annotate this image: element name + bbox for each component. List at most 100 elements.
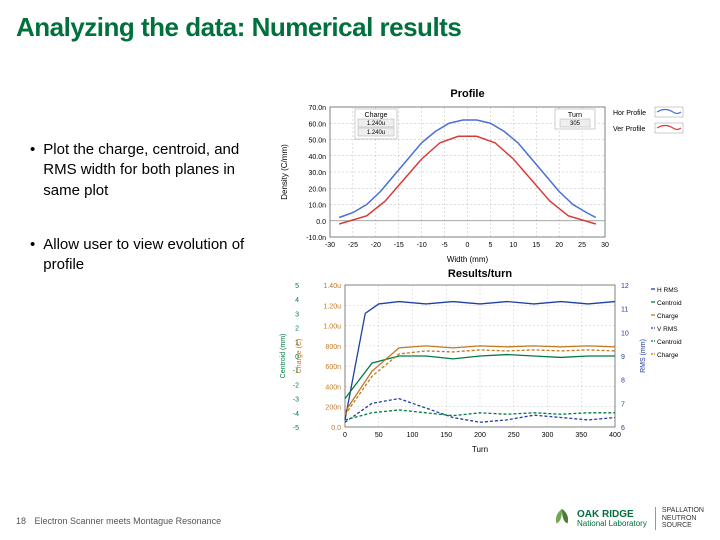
chart-container: Profile-30-25-20-15-10-5051015202530-10.… — [275, 85, 695, 465]
svg-text:0: 0 — [343, 432, 347, 439]
svg-text:10.0n: 10.0n — [308, 203, 326, 210]
svg-text:1.240u: 1.240u — [367, 121, 385, 127]
bullet-text: Plot the charge, centroid, and RMS width… — [43, 140, 265, 201]
svg-text:20.0n: 20.0n — [308, 186, 326, 193]
svg-text:30: 30 — [601, 242, 609, 249]
bullet-dot-icon: • — [30, 140, 35, 201]
svg-text:0.0: 0.0 — [316, 219, 326, 226]
svg-text:Charge: Charge — [657, 313, 679, 320]
svg-text:Centroid: Centroid — [657, 339, 682, 346]
results-chart-svg: Results/turn 0 50 100 150 200 250 300 350 400 -5 -4… — [275, 265, 695, 455]
svg-text:Hor Profile: Hor Profile — [613, 110, 646, 117]
svg-text:300: 300 — [542, 432, 554, 439]
svg-text:-10.0n: -10.0n — [306, 235, 326, 242]
svg-text:400n: 400n — [325, 384, 341, 391]
svg-text:400: 400 — [609, 432, 621, 439]
sns-line: NEUTRON — [662, 515, 704, 523]
svg-text:5: 5 — [488, 242, 492, 249]
svg-text:-20: -20 — [371, 242, 381, 249]
profile-chart: Profile -30 -25 -20 -15 -10 -5 0 5 10 15 20 25 30 -10.… — [275, 85, 695, 265]
svg-text:RMS (mm): RMS (mm) — [640, 339, 647, 373]
svg-text:Results/turn: Results/turn — [448, 268, 512, 280]
profile-chart-svg: Profile -30 -25 -20 -15 -10 -5 0 5 10 15 20 25 30 -10.… — [275, 85, 695, 265]
svg-text:1.40u: 1.40u — [323, 283, 341, 290]
svg-text:H RMS: H RMS — [657, 287, 679, 294]
svg-text:Centroid (mm): Centroid (mm) — [280, 334, 287, 379]
svg-text:Turn: Turn — [472, 445, 488, 454]
svg-text:Ver Profile: Ver Profile — [613, 126, 645, 133]
footer-text: Electron Scanner meets Montague Resonanc… — [35, 516, 222, 526]
svg-text:V RMS: V RMS — [657, 326, 678, 333]
svg-text:800n: 800n — [325, 344, 341, 351]
svg-text:15: 15 — [532, 242, 540, 249]
svg-text:50: 50 — [375, 432, 383, 439]
svg-text:Density (C/mm): Density (C/mm) — [280, 144, 289, 200]
results-chart: Results/turn 0 50 100 150 200 250 300 350 400 -5 -4… — [275, 265, 695, 455]
svg-text:6: 6 — [621, 425, 625, 432]
svg-text:-5: -5 — [293, 425, 299, 432]
logo-area: OAK RIDGE National Laboratory SPALLATION… — [551, 507, 704, 530]
oak-ridge-logo: OAK RIDGE National Laboratory — [551, 507, 647, 529]
svg-text:12: 12 — [621, 283, 629, 290]
svg-text:Charge: Charge — [365, 112, 388, 119]
svg-text:11: 11 — [621, 307, 628, 314]
bullet-text: Allow user to view evolution of profile — [43, 235, 265, 276]
svg-text:305: 305 — [570, 121, 581, 127]
bullet-list: • Plot the charge, centroid, and RMS wid… — [30, 140, 265, 309]
sns-line: SOURCE — [662, 522, 704, 530]
svg-text:150: 150 — [440, 432, 452, 439]
svg-text:250: 250 — [508, 432, 520, 439]
sns-line: SPALLATION — [662, 507, 704, 515]
svg-text:70.0n: 70.0n — [308, 105, 326, 112]
svg-text:Turn: Turn — [568, 112, 582, 119]
svg-text:-4: -4 — [293, 411, 299, 418]
svg-text:1.240u: 1.240u — [367, 130, 385, 136]
svg-text:10: 10 — [509, 242, 517, 249]
logo-sub-text: National Laboratory — [577, 520, 647, 529]
svg-text:-25: -25 — [348, 242, 358, 249]
svg-text:7: 7 — [621, 401, 625, 408]
slide-title: Analyzing the data: Numerical results — [16, 12, 461, 43]
svg-text:9: 9 — [621, 354, 625, 361]
page-number: 18 — [16, 516, 26, 526]
svg-text:60.0n: 60.0n — [308, 121, 326, 128]
svg-text:4: 4 — [295, 297, 299, 304]
svg-text:3: 3 — [295, 311, 299, 318]
svg-text:50.0n: 50.0n — [308, 138, 326, 145]
svg-text:Profile: Profile — [450, 88, 484, 100]
svg-text:350: 350 — [575, 432, 587, 439]
sns-logo-text: SPALLATION NEUTRON SOURCE — [655, 507, 704, 530]
svg-text:-3: -3 — [293, 397, 299, 404]
svg-text:Centroid: Centroid — [657, 300, 682, 307]
svg-text:10: 10 — [621, 330, 629, 337]
svg-text:Width (mm): Width (mm) — [447, 255, 489, 264]
svg-text:-30: -30 — [325, 242, 335, 249]
svg-text:-5: -5 — [441, 242, 447, 249]
bullet-dot-icon: • — [30, 235, 35, 276]
svg-text:-10: -10 — [417, 242, 427, 249]
svg-text:200: 200 — [474, 432, 486, 439]
bullet-item: • Allow user to view evolution of profil… — [30, 235, 265, 276]
svg-text:5: 5 — [295, 283, 299, 290]
svg-text:200n: 200n — [325, 405, 341, 412]
svg-text:8: 8 — [621, 378, 625, 385]
svg-text:-2: -2 — [293, 382, 299, 389]
svg-text:Charge (C): Charge (C) — [296, 339, 303, 374]
svg-text:-15: -15 — [394, 242, 404, 249]
bullet-item: • Plot the charge, centroid, and RMS wid… — [30, 140, 265, 201]
svg-text:25: 25 — [578, 242, 586, 249]
logo-main-text: OAK RIDGE — [577, 509, 647, 520]
svg-text:2: 2 — [295, 326, 299, 333]
slide-footer: 18 Electron Scanner meets Montague Reson… — [16, 516, 221, 526]
svg-text:600n: 600n — [325, 364, 341, 371]
svg-text:40.0n: 40.0n — [308, 154, 326, 161]
svg-text:1.20u: 1.20u — [323, 303, 341, 310]
svg-text:100: 100 — [407, 432, 419, 439]
svg-text:0: 0 — [466, 242, 470, 249]
svg-text:Charge: Charge — [657, 352, 679, 359]
svg-text:0.0: 0.0 — [331, 425, 341, 432]
svg-text:20: 20 — [555, 242, 563, 249]
leaf-icon — [551, 507, 573, 529]
svg-text:30.0n: 30.0n — [308, 170, 326, 177]
svg-text:1.00u: 1.00u — [323, 324, 341, 331]
